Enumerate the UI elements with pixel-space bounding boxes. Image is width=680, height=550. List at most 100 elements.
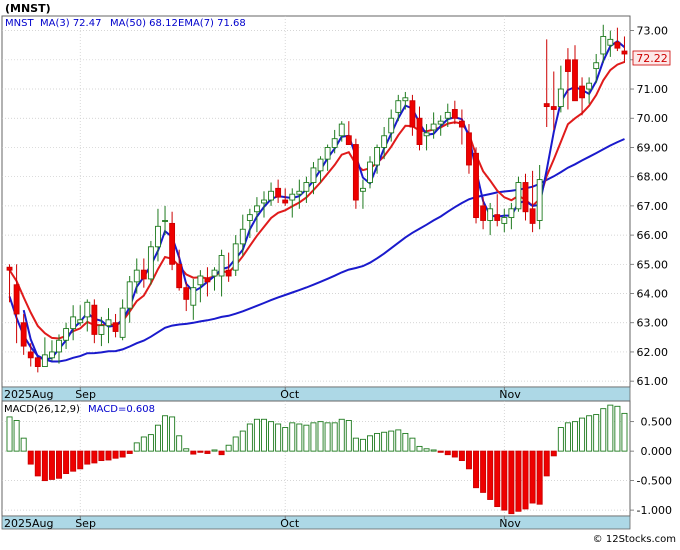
candle-body [416,117,423,145]
candle-body [20,322,27,347]
candle-body [324,147,331,160]
candle-body [49,351,55,359]
macd-bar [77,450,84,470]
candle [70,305,77,341]
macd-bar [289,422,296,452]
ticker-label: (MNST) [5,2,51,15]
candle-body [140,269,147,280]
macd-bar [232,436,239,452]
macd-bar [359,438,366,452]
candle-body [501,217,508,224]
candle-body [190,287,197,306]
candle-body [119,307,126,338]
candle [239,214,246,256]
ema7-line [8,60,625,340]
price-tick-label: 71.00 [637,83,669,96]
macd-bar [402,432,409,452]
candle-body [451,109,458,119]
candle [162,205,168,236]
ma50-path [8,138,625,363]
candle [444,103,451,128]
candle-body [268,190,274,201]
candle [133,258,140,294]
candle-body [466,132,472,166]
candle-body [70,316,77,330]
macd-bar [430,449,437,452]
macd-bar [331,422,338,452]
candle [564,48,571,110]
candle-body [345,135,352,145]
macd-bar [48,450,55,480]
macd-bar [20,437,27,452]
candle [487,202,494,236]
candle [204,267,211,297]
macd-bar [27,450,34,465]
macd-bar [416,445,423,452]
macd-bar [70,450,77,472]
candle [84,299,91,332]
macd-bar [253,418,260,452]
candle [169,211,176,271]
candle [20,313,27,355]
date-tick-label: Sep [75,517,96,530]
candle [310,162,317,195]
candle-body [56,339,62,353]
candle-body [614,41,621,49]
candle [515,176,522,212]
candle-body [409,100,416,128]
candle [49,340,55,361]
candle [543,39,550,128]
candle-body [522,182,529,213]
candle [246,208,253,239]
candle-body [381,135,388,148]
candle-body [572,59,578,102]
candle [112,313,119,338]
macd-bar [190,450,197,455]
candle [197,270,204,303]
candle [572,45,578,102]
macd-bar [211,449,218,452]
candle-body [607,38,614,46]
candle-body [529,208,536,224]
macd-bar [444,450,451,456]
macd-bar [621,412,628,452]
price-tick-label: 61.00 [637,375,669,388]
macd-bar [480,450,487,493]
copyright: © 12Stocks.com [593,534,676,545]
legend: MNST MA(3) 72.47 MA(50) 68.12 EMA(7) 71.68 [5,18,246,29]
price-date-axis: 2025Aug Sep Oct Nov [4,387,521,401]
price-date-strip [1,386,631,402]
candle-body [239,228,246,245]
candle [480,197,487,230]
candle-body [515,182,522,210]
macd-tick-label: 0.000 [641,445,673,458]
date-tick-label: 2025Aug [4,388,53,401]
candle-body [508,208,515,219]
candle-body [437,120,444,125]
candle [374,144,381,174]
macd-bar [105,450,112,461]
candle [381,127,388,160]
candle-body [586,82,593,90]
macd-bar [317,421,324,452]
macd-bar [501,450,508,511]
date-tick-label: Nov [499,517,521,530]
macd-bar [388,430,395,452]
candle [458,109,465,145]
candle-body [564,59,571,72]
candle-body [155,225,161,248]
date-tick-label: Sep [75,388,96,401]
candle [331,129,338,154]
candle-body [27,351,34,359]
candle [338,121,345,142]
macd-bar [529,450,536,504]
candle [614,27,621,52]
macd-bar [614,405,621,452]
candle [529,170,536,233]
candle [607,30,614,57]
candle-body [557,88,564,108]
macd-date-strip [1,515,631,530]
macd-tick-label: -0.500 [637,475,672,488]
candle-body [360,187,366,192]
macd-bar [494,450,501,508]
